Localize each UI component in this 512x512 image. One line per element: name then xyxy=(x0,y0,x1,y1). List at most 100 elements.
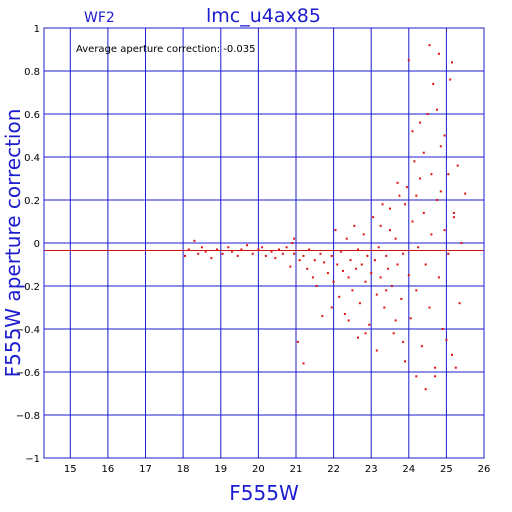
x-tick-label: 20 xyxy=(252,464,265,475)
data-point xyxy=(422,211,425,214)
data-point xyxy=(407,59,410,62)
data-point xyxy=(216,248,218,251)
data-point xyxy=(355,267,358,270)
data-point xyxy=(353,224,356,227)
data-point xyxy=(445,338,448,341)
x-tick-label: 16 xyxy=(102,464,115,475)
data-point xyxy=(197,252,200,255)
data-point xyxy=(345,237,348,240)
data-point xyxy=(360,263,363,266)
data-point xyxy=(340,250,343,253)
data-point xyxy=(436,108,438,111)
data-point xyxy=(402,252,405,255)
data-point xyxy=(285,246,288,249)
data-point xyxy=(193,239,196,242)
data-point xyxy=(302,362,305,365)
x-tick-label: 26 xyxy=(478,464,491,475)
data-point xyxy=(437,276,440,279)
data-point xyxy=(387,267,390,270)
data-point xyxy=(456,164,459,167)
data-point xyxy=(420,345,423,348)
data-point xyxy=(246,244,249,247)
data-point xyxy=(396,263,399,266)
data-point xyxy=(428,306,431,309)
x-tick-label: 15 xyxy=(64,464,77,475)
data-point xyxy=(434,366,437,369)
data-point xyxy=(398,194,401,197)
data-point xyxy=(389,207,391,210)
data-point xyxy=(330,254,333,257)
data-point xyxy=(452,216,455,219)
plot-frame xyxy=(43,27,485,459)
data-point xyxy=(413,160,416,163)
data-point xyxy=(343,313,346,315)
data-point xyxy=(451,353,453,356)
y-tick-label: 0.2 xyxy=(24,196,40,207)
data-point xyxy=(464,192,467,195)
data-points xyxy=(184,44,467,391)
data-point xyxy=(385,254,388,257)
data-point xyxy=(390,285,393,287)
data-point xyxy=(460,242,463,244)
data-point xyxy=(289,265,292,268)
data-point xyxy=(441,328,444,330)
data-point xyxy=(306,267,309,270)
data-point xyxy=(357,248,359,251)
data-point xyxy=(334,229,337,232)
y-tick-label: −0.6 xyxy=(16,368,40,379)
data-point xyxy=(449,78,452,81)
data-point xyxy=(251,252,254,255)
x-axis-label: F555W xyxy=(229,481,299,505)
data-point xyxy=(370,272,373,275)
data-point xyxy=(366,254,369,257)
data-point xyxy=(364,332,367,335)
data-point xyxy=(221,252,224,255)
data-point xyxy=(308,248,311,251)
data-point xyxy=(278,248,280,251)
data-point xyxy=(236,254,239,257)
y-tick-label: 1 xyxy=(34,24,40,35)
data-point xyxy=(430,233,433,236)
data-point xyxy=(430,173,433,176)
y-tick-label: 0 xyxy=(34,239,40,250)
data-point xyxy=(274,257,277,260)
x-tick-label: 23 xyxy=(365,464,378,475)
y-tick-label: −0.2 xyxy=(16,282,40,293)
x-tick-label: 17 xyxy=(139,464,152,475)
x-tick-labels: 15 16 17 18 19 20 21 22 23 24 25 26 xyxy=(64,464,490,475)
chart-title: lmc_u4ax85 xyxy=(206,5,321,27)
data-point xyxy=(439,190,442,193)
grid-lines xyxy=(44,28,484,458)
y-tick-label: 0.4 xyxy=(24,153,40,164)
data-point xyxy=(323,261,326,264)
y-tick-label: −1 xyxy=(25,454,40,465)
data-point xyxy=(291,242,294,244)
data-point xyxy=(379,276,382,279)
data-point xyxy=(330,306,333,309)
data-point xyxy=(437,52,440,55)
data-point xyxy=(321,315,324,318)
average-annotation: Average aperture correction: -0.035 xyxy=(76,44,256,55)
data-point xyxy=(379,224,382,227)
data-point xyxy=(428,44,431,47)
data-point xyxy=(347,276,350,279)
data-point xyxy=(313,259,316,262)
data-point xyxy=(293,237,296,240)
data-point xyxy=(434,375,437,378)
y-tick-labels: −1 −0.8 −0.6 −0.4 −0.2 0 0.2 0.4 0.6 0.8 1 xyxy=(16,24,40,465)
data-point xyxy=(405,186,408,189)
y-tick-label: −0.8 xyxy=(16,411,40,422)
data-point xyxy=(426,113,429,115)
data-point xyxy=(293,252,296,255)
data-point xyxy=(409,317,412,320)
data-point xyxy=(452,211,455,214)
x-tick-label: 25 xyxy=(440,464,453,475)
data-point xyxy=(187,248,190,251)
data-point xyxy=(261,246,264,249)
data-point xyxy=(392,332,395,335)
data-point xyxy=(443,229,446,232)
data-point xyxy=(394,237,397,240)
data-point xyxy=(358,302,361,305)
data-point xyxy=(184,254,186,257)
reference-lines xyxy=(44,242,484,251)
